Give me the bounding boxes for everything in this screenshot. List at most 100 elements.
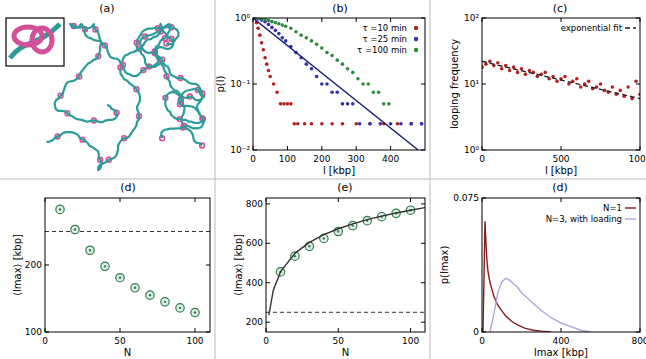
y-tick-label: 0.075 — [453, 193, 479, 203]
point — [351, 102, 355, 106]
x-tick-label: 0 — [479, 154, 485, 164]
point — [335, 90, 339, 94]
x-tick-label: 300 — [348, 154, 365, 164]
point — [260, 41, 264, 45]
y-tick-label: 10⁻¹ — [230, 79, 250, 89]
point — [500, 67, 504, 71]
y-tick-label: 200 — [246, 317, 263, 327]
y-tick-label: 10⁻² — [230, 145, 250, 155]
point — [275, 90, 279, 94]
y-axis-label: ⟨lmax⟩ [kbp] — [12, 234, 23, 296]
x-tick-label: 1000 — [629, 154, 646, 164]
x-tick-label: 0 — [479, 336, 485, 346]
panel: (d)050100100200N⟨lmax⟩ [kbp] — [12, 181, 210, 358]
y-tick — [421, 84, 425, 85]
x-tick — [338, 198, 339, 202]
legend-swatch — [414, 48, 418, 52]
plot-area — [482, 60, 640, 101]
point — [330, 122, 334, 126]
legend-label: N=1 — [603, 203, 622, 213]
point — [330, 54, 334, 58]
point-dot — [74, 228, 76, 230]
point — [305, 242, 313, 250]
panel: (c)0500100010⁰10¹10²l [kbp]looping frequ… — [449, 2, 646, 176]
point — [341, 102, 345, 106]
panel-label: (d) — [120, 181, 136, 194]
x-tick — [195, 328, 196, 332]
x-tick — [561, 146, 562, 150]
panel-label: (d) — [552, 181, 568, 194]
y-tick — [266, 282, 270, 283]
point-dot — [104, 265, 106, 267]
point — [330, 90, 334, 94]
point-dot — [164, 301, 166, 303]
point — [351, 71, 355, 75]
point — [270, 26, 274, 30]
point — [71, 225, 79, 233]
y-tick — [421, 203, 425, 204]
point — [265, 62, 269, 66]
x-tick — [321, 18, 322, 22]
point — [294, 30, 298, 34]
point — [356, 77, 360, 81]
x-tick-label: 0 — [42, 336, 48, 346]
plot-area — [253, 18, 423, 150]
legend-label: N=3, with loading — [546, 214, 622, 224]
y-tick — [266, 243, 270, 244]
point — [325, 82, 329, 86]
x-tick — [120, 198, 121, 202]
error-bar — [195, 311, 196, 314]
y-tick-label: 400 — [246, 278, 263, 288]
point — [86, 246, 94, 254]
x-tick — [287, 18, 288, 22]
reference-line — [266, 312, 425, 313]
x-tick-label: 500 — [552, 154, 569, 164]
error-bar — [309, 245, 310, 247]
error-bar — [338, 231, 339, 233]
point — [528, 69, 532, 73]
error-bar — [120, 276, 121, 279]
x-tick — [561, 198, 562, 202]
point-ring — [161, 298, 169, 306]
point-dot — [89, 249, 91, 251]
point — [292, 122, 296, 126]
y-tick-label: 600 — [246, 238, 263, 248]
y-tick-label: 10¹ — [464, 79, 479, 89]
frame — [266, 198, 425, 332]
point — [305, 62, 309, 66]
point — [299, 33, 303, 37]
point — [611, 85, 615, 89]
point — [389, 122, 393, 126]
frame — [482, 198, 640, 332]
point — [420, 122, 424, 126]
legend-swatch — [625, 218, 636, 219]
polymer-rendering — [6, 18, 205, 170]
point — [289, 102, 293, 106]
x-tick-label: 50 — [333, 336, 345, 346]
divider — [0, 179, 646, 180]
x-tick — [410, 328, 411, 332]
chain — [136, 24, 204, 138]
point — [116, 274, 124, 282]
point — [341, 122, 345, 126]
y-axis-label: p(l) — [215, 75, 226, 92]
point — [579, 85, 583, 89]
plot-area — [266, 206, 425, 315]
x-tick-label: 200 — [313, 154, 330, 164]
point-ring — [176, 304, 184, 312]
legend-swatch — [625, 27, 636, 28]
y-tick — [636, 84, 640, 85]
panel-label: (c) — [553, 2, 568, 15]
x-axis-label: N — [124, 347, 131, 358]
point — [378, 122, 382, 126]
point — [282, 102, 286, 106]
point — [543, 71, 547, 75]
y-tick — [482, 84, 486, 85]
y-axis-label: p(lmax) — [439, 246, 450, 285]
point — [368, 122, 372, 126]
point — [320, 122, 324, 126]
figure: (a)(b)010020030040010⁻²10⁻¹10⁰l [kbp]p(l… — [0, 0, 646, 359]
legend-label: τ =10 min — [363, 23, 408, 33]
y-tick — [421, 282, 425, 283]
point — [555, 79, 559, 83]
